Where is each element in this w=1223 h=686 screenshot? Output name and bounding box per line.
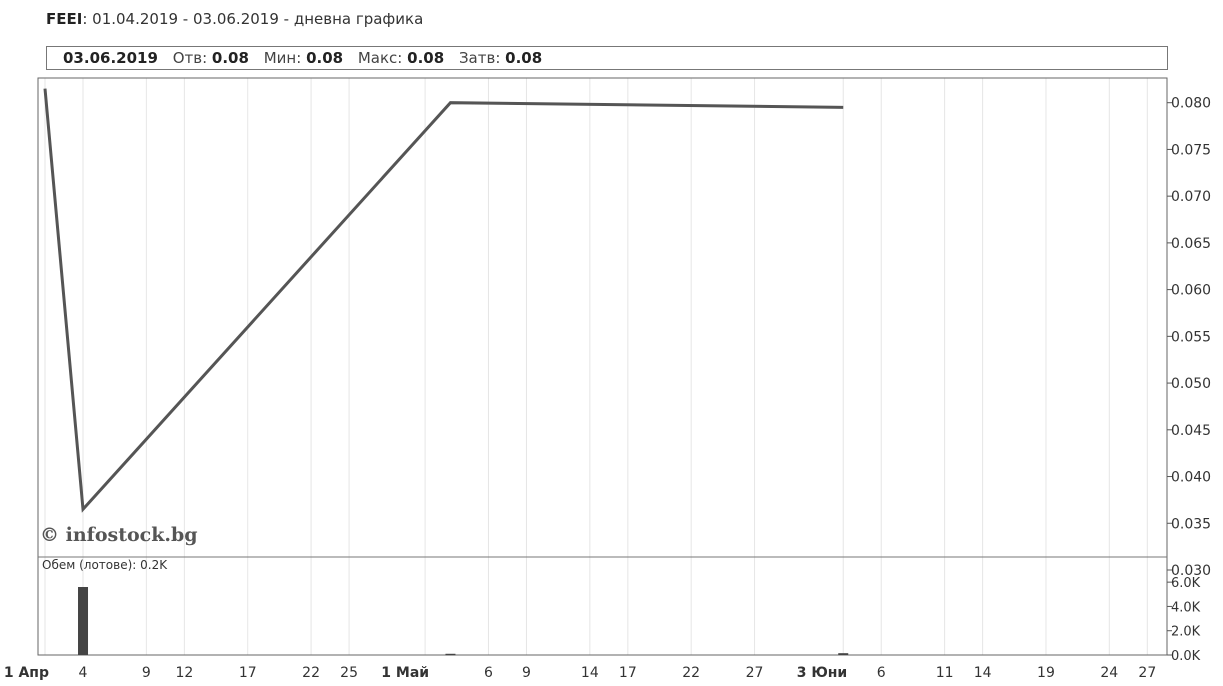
x-tick-label: 14 <box>581 665 599 681</box>
x-tick-label: 6 <box>877 665 886 681</box>
price-tick-label: 0.060 <box>1171 283 1211 299</box>
volume-tick-label: 6.0K <box>1171 576 1201 591</box>
x-tick-label: 12 <box>175 665 193 681</box>
x-tick-label: 1 Май <box>381 665 429 681</box>
x-tick-label: 19 <box>1037 665 1055 681</box>
price-tick-label: 0.040 <box>1171 470 1211 486</box>
x-tick-label: 11 <box>936 665 954 681</box>
min-label: Мин: <box>263 49 302 67</box>
min-value: 0.08 <box>306 49 344 67</box>
volume-label: Обем (лотове): 0.2K <box>42 558 168 572</box>
x-tick-label: 9 <box>142 665 151 681</box>
x-tick-label: 17 <box>239 665 257 681</box>
price-tick-label: 0.065 <box>1171 236 1211 252</box>
close-label: Затв: <box>458 49 501 67</box>
info-date: 03.06.2019 <box>63 49 158 67</box>
x-tick-label: 1 Апр <box>4 665 49 681</box>
watermark: © infostock.bg <box>40 524 198 546</box>
price-tick-label: 0.055 <box>1171 329 1211 345</box>
x-tick-label: 27 <box>746 665 764 681</box>
period-text: 01.04.2019 - 03.06.2019 - дневна графика <box>92 10 424 28</box>
x-tick-label: 4 <box>79 665 88 681</box>
x-tick-label: 3 Юни <box>797 665 848 681</box>
x-tick-label: 17 <box>619 665 637 681</box>
x-tick-label: 25 <box>340 665 358 681</box>
volume-bar <box>838 653 849 655</box>
open-label: Отв: <box>172 49 208 67</box>
price-tick-label: 0.075 <box>1171 142 1211 158</box>
x-tick-label: 24 <box>1100 665 1118 681</box>
x-tick-label: 14 <box>974 665 992 681</box>
x-tick-label: 6 <box>484 665 493 681</box>
chart-title: FEEI: 01.04.2019 - 03.06.2019 - дневна г… <box>46 10 423 28</box>
volume-tick-label: 4.0K <box>1171 600 1201 615</box>
volume-bar <box>445 653 456 656</box>
x-tick-label: 22 <box>302 665 320 681</box>
x-tick-label: 27 <box>1138 665 1156 681</box>
price-tick-label: 0.080 <box>1171 96 1211 112</box>
ohlc-info-box: 03.06.2019 Отв: 0.08 Мин: 0.08 Макс: 0.0… <box>46 46 1168 70</box>
volume-tick-label: 0.0K <box>1171 649 1201 664</box>
open-value: 0.08 <box>211 49 249 67</box>
price-tick-label: 0.070 <box>1171 189 1211 205</box>
symbol: FEEI <box>46 10 83 28</box>
x-tick-label: 22 <box>682 665 700 681</box>
max-value: 0.08 <box>407 49 445 67</box>
price-tick-label: 0.030 <box>1171 563 1211 579</box>
price-tick-label: 0.050 <box>1171 376 1211 392</box>
price-line <box>43 88 844 513</box>
title-colon: : <box>82 10 93 28</box>
volume-tick-label: 2.0K <box>1171 625 1201 640</box>
price-tick-label: 0.035 <box>1171 516 1211 532</box>
x-tick-label: 9 <box>522 665 531 681</box>
volume-bar <box>78 587 89 655</box>
close-value: 0.08 <box>505 49 543 67</box>
price-tick-label: 0.045 <box>1171 423 1211 439</box>
max-label: Макс: <box>357 49 403 67</box>
plot-frame <box>37 77 1168 656</box>
